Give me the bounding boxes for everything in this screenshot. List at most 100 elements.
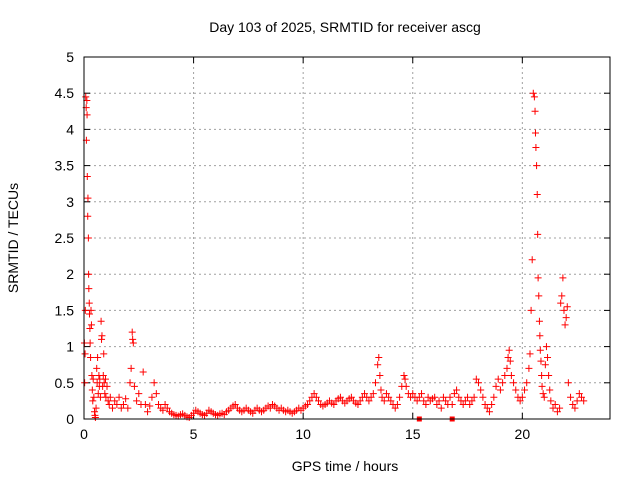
data-point — [98, 332, 106, 340]
data-point — [549, 404, 557, 412]
data-point — [537, 357, 545, 365]
data-point — [119, 401, 127, 409]
data-point — [106, 393, 114, 401]
data-point — [82, 93, 90, 101]
data-point — [306, 397, 314, 405]
data-point — [561, 321, 569, 329]
data-point — [89, 397, 97, 405]
data-point — [94, 390, 102, 398]
data-point — [104, 397, 112, 405]
data-point — [468, 397, 476, 405]
data-point — [83, 172, 91, 180]
data-point — [97, 317, 105, 325]
data-point — [490, 393, 498, 401]
data-point — [507, 372, 515, 380]
data-point — [88, 386, 96, 394]
data-point — [376, 372, 384, 380]
data-point — [122, 395, 130, 403]
data-point — [521, 386, 529, 394]
data-point — [150, 379, 158, 387]
data-point — [84, 212, 92, 220]
data-point — [571, 404, 579, 412]
data-point — [534, 274, 542, 282]
y-tick-label: 5 — [66, 49, 74, 65]
data-point — [475, 379, 482, 387]
plot-frame — [83, 56, 611, 420]
data-point — [100, 379, 108, 387]
data-point — [526, 350, 534, 358]
data-point — [422, 401, 430, 409]
data-point — [103, 382, 111, 390]
y-axis-label: SRMTID / TECUs — [5, 183, 21, 293]
data-point — [365, 397, 373, 405]
data-point — [87, 321, 95, 329]
data-point — [84, 234, 92, 242]
y-tick-label: 4 — [66, 121, 74, 137]
data-point — [539, 390, 547, 398]
data-point — [472, 375, 480, 383]
data-point — [100, 350, 108, 358]
data-point — [85, 285, 93, 293]
data-point — [315, 397, 323, 405]
y-tick-label: 0.5 — [55, 375, 75, 391]
data-point — [111, 397, 119, 405]
data-point — [538, 382, 546, 390]
data-point — [304, 401, 312, 409]
y-tick-label: 3.5 — [55, 158, 75, 174]
data-point — [547, 397, 555, 405]
data-point — [163, 404, 171, 412]
y-tick-label: 4.5 — [55, 85, 75, 101]
data-point — [533, 191, 541, 199]
data-point — [81, 379, 89, 387]
data-point — [85, 299, 93, 307]
data-point — [129, 339, 137, 347]
data-point — [396, 393, 404, 401]
data-point — [387, 397, 395, 405]
data-point — [402, 382, 410, 390]
data-point — [461, 397, 469, 405]
data-point — [88, 372, 96, 380]
data-point — [442, 397, 450, 405]
data-point — [336, 393, 344, 401]
x-tick-label: 20 — [515, 426, 531, 442]
data-point — [523, 379, 531, 387]
data-point — [113, 401, 121, 409]
data-point — [117, 404, 125, 412]
x-tick-label: 0 — [80, 426, 88, 442]
data-point — [536, 346, 544, 354]
data-point — [481, 401, 489, 409]
data-point — [130, 382, 138, 390]
data-point — [377, 386, 385, 394]
data-point — [374, 361, 382, 369]
y-tick-label: 2.5 — [55, 230, 75, 246]
data-point — [400, 372, 408, 380]
data-point — [413, 397, 421, 405]
data-point — [89, 375, 97, 383]
data-point — [424, 393, 432, 401]
x-axis-label: GPS time / hours — [292, 458, 399, 474]
data-point — [141, 401, 149, 409]
data-point — [529, 89, 537, 97]
data-point — [564, 379, 572, 387]
data-point — [380, 397, 388, 405]
data-point — [479, 393, 487, 401]
data-point — [378, 393, 386, 401]
data-point — [459, 401, 467, 409]
data-point — [99, 372, 107, 380]
data-point — [560, 306, 568, 314]
data-point — [101, 375, 109, 383]
data-point — [506, 357, 514, 365]
data-point — [534, 230, 542, 238]
data-point — [433, 401, 441, 409]
data-point — [501, 372, 509, 380]
data-point — [393, 401, 401, 409]
data-point — [266, 404, 274, 412]
data-point — [356, 397, 364, 405]
data-point — [569, 401, 577, 409]
data-point — [483, 404, 491, 412]
data-point — [385, 393, 393, 401]
data-point — [470, 393, 478, 401]
data-point — [92, 404, 100, 412]
data-point — [546, 386, 554, 394]
